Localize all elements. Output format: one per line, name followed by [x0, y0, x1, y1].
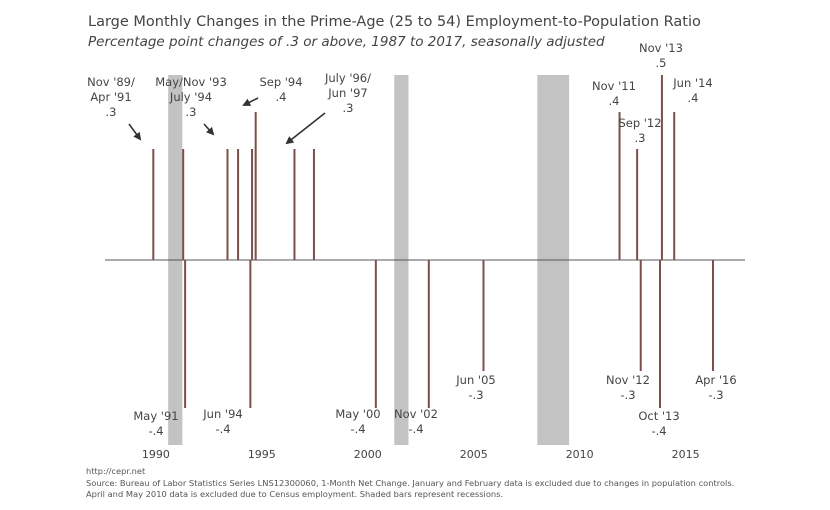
- annotation-7-line-1: Nov '13: [639, 41, 683, 55]
- x-axis-tick-labels: 1990 1995 2000 2005 2010 2015: [142, 448, 700, 461]
- annotation-2-line-1: May/Nov '93: [155, 75, 227, 89]
- footer-source-line-2: April and May 2010 data is excluded due …: [86, 489, 504, 499]
- annotation-3-line-1: Sep '94: [259, 75, 302, 89]
- annotation-8-line-1: Jun '14: [672, 76, 712, 90]
- annotation-6-line-2: .3: [635, 131, 646, 145]
- annotation-4-line-2: Jun '97: [327, 86, 367, 100]
- recession-shading: [168, 75, 570, 445]
- x-tick-label-2010: 2010: [566, 448, 594, 461]
- annotation-13-line-2: -.3: [468, 388, 483, 402]
- annotation-arrow-3: [242, 97, 259, 106]
- annotation-10-line-1: Jun '94: [202, 407, 242, 421]
- annotation-7-line-2: .5: [656, 56, 667, 70]
- annotation-9-line-1: May '91: [133, 409, 178, 423]
- annotation-arrow-1: [128, 123, 142, 141]
- annotation-4-line-3: .3: [343, 101, 354, 115]
- annotation-14-line-1: Nov '12: [606, 373, 650, 387]
- x-tick-label-2005: 2005: [460, 448, 488, 461]
- annotation-16-line-1: Apr '16: [695, 373, 736, 387]
- footer-source-line-1: Source: Bureau of Labor Statistics Serie…: [86, 478, 735, 488]
- x-tick-label-2000: 2000: [354, 448, 382, 461]
- chart-title: Large Monthly Changes in the Prime-Age (…: [88, 14, 701, 30]
- annotation-2-line-3: .3: [186, 105, 197, 119]
- annotation-12-line-1: Nov '02: [394, 407, 438, 421]
- annotation-11-line-2: -.4: [350, 422, 365, 436]
- annotation-arrow-2: [203, 123, 215, 136]
- annotation-11-line-1: May '00: [335, 407, 380, 421]
- x-tick-label-2015: 2015: [672, 448, 700, 461]
- annotation-9-line-2: -.4: [148, 424, 163, 438]
- annotation-16-line-2: -.3: [708, 388, 723, 402]
- annotation-4-line-1: July '96/: [324, 71, 371, 85]
- annotation-1-line-1: Nov '89/: [87, 75, 135, 89]
- annotation-6-line-1: Sep '12: [618, 116, 661, 130]
- annotation-1-line-3: .3: [106, 105, 117, 119]
- annotation-8-line-2: .4: [688, 91, 699, 105]
- annotation-12-line-2: -.4: [408, 422, 423, 436]
- annotation-2-line-2: July '94: [169, 90, 212, 104]
- annotation-3-line-2: .4: [276, 90, 287, 104]
- annotation-14-line-2: -.3: [620, 388, 635, 402]
- footer-url: http://cepr.net: [86, 466, 146, 476]
- annotation-13-line-1: Jun '05: [455, 373, 495, 387]
- x-tick-label-1995: 1995: [248, 448, 276, 461]
- annotation-15-line-2: -.4: [651, 424, 666, 438]
- x-tick-label-1990: 1990: [142, 448, 170, 461]
- annotation-1-line-2: Apr '91: [90, 90, 131, 104]
- annotation-5-line-2: .4: [609, 94, 620, 108]
- annotation-15-line-1: Oct '13: [638, 409, 679, 423]
- chart-subtitle: Percentage point changes of .3 or above,…: [88, 34, 605, 50]
- annotation-5-line-1: Nov '11: [592, 79, 636, 93]
- annotation-10-line-2: -.4: [215, 422, 230, 436]
- bars: [152, 75, 714, 408]
- annotation-arrows: [128, 97, 326, 145]
- annotation-arrow-4: [285, 112, 326, 145]
